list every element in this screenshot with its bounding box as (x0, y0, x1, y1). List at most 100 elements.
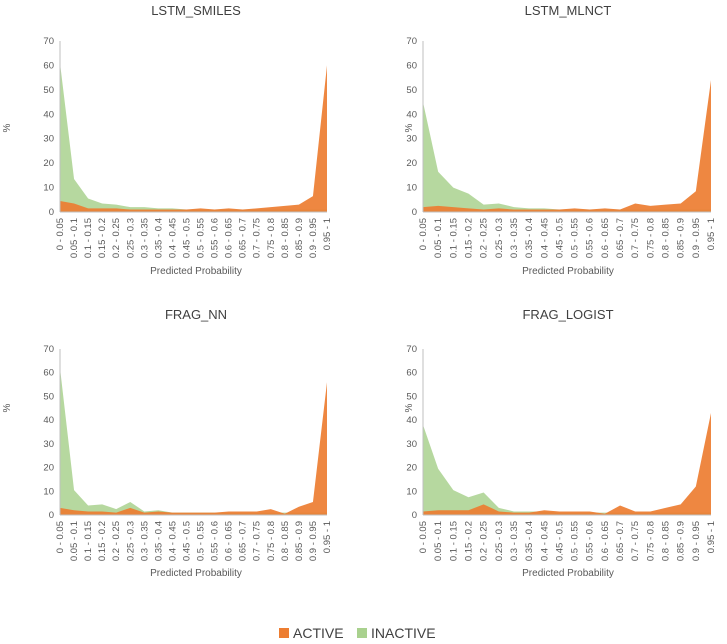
x-tick-label: 0.1 - 0.15 (448, 521, 459, 561)
y-tick-label: 30 (406, 439, 417, 450)
data-point-inactive (438, 468, 439, 469)
data-point-active (326, 382, 327, 383)
y-tick-label: 0 (412, 207, 417, 218)
x-tick-label: 0.85 - 0.9 (676, 521, 687, 561)
x-tick-label: 0.9 - 0.95 (691, 218, 702, 258)
x-tick-label: 0.35 - 0.4 (524, 521, 535, 561)
data-point-active (453, 510, 454, 511)
area-series-inactive (423, 424, 711, 515)
data-point-active (298, 204, 299, 205)
data-point-active (665, 204, 666, 205)
data-point-active (680, 504, 681, 505)
data-point-active (200, 208, 201, 209)
x-tick-label: 0.8 - 0.85 (661, 521, 672, 561)
y-tick-label: 0 (49, 207, 54, 218)
y-tick-label: 0 (49, 510, 54, 521)
data-point-active (665, 507, 666, 508)
y-tick-label: 20 (43, 463, 54, 474)
data-point-active (73, 510, 74, 511)
x-tick-label: 0.7 - 0.75 (630, 521, 641, 561)
data-point-active (256, 208, 257, 209)
y-tick-label: 0 (412, 510, 417, 521)
chart-panel: FRAG_LOGIST 0 10 20 30 40 50 60 70% 0 - 0.05 0.05 … (404, 307, 717, 579)
data-point-active (529, 512, 530, 513)
data-point-inactive (130, 501, 131, 502)
x-axis-label: Predicted Probability (522, 568, 614, 579)
x-tick-label: 0.2 - 0.25 (111, 218, 122, 258)
data-point-active (695, 191, 696, 192)
data-point-inactive (498, 507, 499, 508)
chart-title: LSTM_SMILES (151, 3, 241, 18)
data-point-active (228, 208, 229, 209)
area-series-active (423, 413, 711, 515)
x-tick-label: 0.85 - 0.9 (294, 521, 305, 561)
area-series-active (60, 382, 327, 515)
x-tick-label: 0.3 - 0.35 (509, 521, 520, 561)
data-point-active (214, 209, 215, 210)
y-tick-label: 50 (43, 391, 54, 402)
x-tick-label: 0.05 - 0.1 (69, 521, 80, 561)
x-tick-label: 0.35 - 0.4 (524, 218, 535, 258)
x-tick-label: 0.75 - 0.8 (645, 521, 656, 561)
x-tick-label: 0.55 - 0.6 (585, 218, 596, 258)
data-point-inactive (483, 492, 484, 493)
x-tick-label: 0.2 - 0.25 (479, 218, 490, 258)
data-point-inactive (158, 208, 159, 209)
x-tick-label: 0.5 - 0.55 (570, 521, 581, 561)
y-tick-label: 60 (406, 368, 417, 379)
data-point-active (326, 65, 327, 66)
x-tick-label: 0.25 - 0.3 (125, 218, 136, 258)
x-tick-label: 0.55 - 0.6 (585, 521, 596, 561)
x-tick-label: 0.55 - 0.6 (210, 218, 221, 258)
x-tick-label: 0.9 - 0.95 (308, 521, 319, 561)
y-axis-label: % (404, 403, 415, 412)
y-tick-label: 70 (43, 36, 54, 47)
x-tick-label: 0.9 - 0.95 (308, 218, 319, 258)
x-tick-label: 0.35 - 0.4 (153, 521, 164, 561)
data-point-inactive (172, 208, 173, 209)
data-point-active (158, 511, 159, 512)
x-tick-label: 0.65 - 0.7 (615, 218, 626, 258)
data-point-active (73, 203, 74, 204)
data-point-inactive (73, 178, 74, 179)
y-tick-label: 60 (406, 60, 417, 71)
data-point-active (529, 209, 530, 210)
y-tick-label: 10 (406, 486, 417, 497)
chart-panel: LSTM_MLNCT 0 10 20 30 40 50 60 70% 0 - 0.05 0.05 -… (404, 3, 717, 277)
x-tick-label: 0.6 - 0.65 (224, 521, 235, 561)
y-tick-label: 60 (43, 368, 54, 379)
legend-swatch-inactive (357, 628, 367, 638)
x-tick-label: 0.05 - 0.1 (433, 218, 444, 258)
x-tick-label: 0.15 - 0.2 (97, 218, 108, 258)
data-point-inactive (102, 203, 103, 204)
x-tick-label: 0.45 - 0.5 (181, 521, 192, 561)
data-point-active (312, 196, 313, 197)
x-tick-label: 0.8 - 0.85 (280, 218, 291, 258)
data-point-inactive (284, 512, 285, 513)
x-tick-label: 0.7 - 0.75 (630, 218, 641, 258)
chart-panel: FRAG_NN 0 10 20 30 40 50 60 70% 0 - 0.05 0.05 - 0.… (2, 307, 333, 579)
legend: ACTIVE INACTIVE (279, 625, 436, 641)
data-point-active (695, 486, 696, 487)
data-point-active (710, 79, 711, 80)
x-tick-label: 0.2 - 0.25 (111, 521, 122, 561)
data-point-inactive (468, 193, 469, 194)
data-point-active (513, 209, 514, 210)
y-tick-label: 30 (43, 439, 54, 450)
data-point-inactive (453, 187, 454, 188)
data-point-inactive (483, 204, 484, 205)
data-point-active (130, 209, 131, 210)
data-point-active (144, 209, 145, 210)
data-point-active (544, 510, 545, 511)
data-point-active (604, 513, 605, 514)
data-point-inactive (513, 207, 514, 208)
x-tick-label: 0.15 - 0.2 (97, 521, 108, 561)
x-tick-label: 0.75 - 0.8 (266, 521, 277, 561)
x-tick-label: 0.8 - 0.85 (280, 521, 291, 561)
x-tick-label: 0.8 - 0.85 (661, 218, 672, 258)
x-tick-label: 0.1 - 0.15 (83, 521, 94, 561)
x-tick-label: 0.5 - 0.55 (570, 218, 581, 258)
x-tick-label: 0.4 - 0.45 (539, 218, 550, 258)
